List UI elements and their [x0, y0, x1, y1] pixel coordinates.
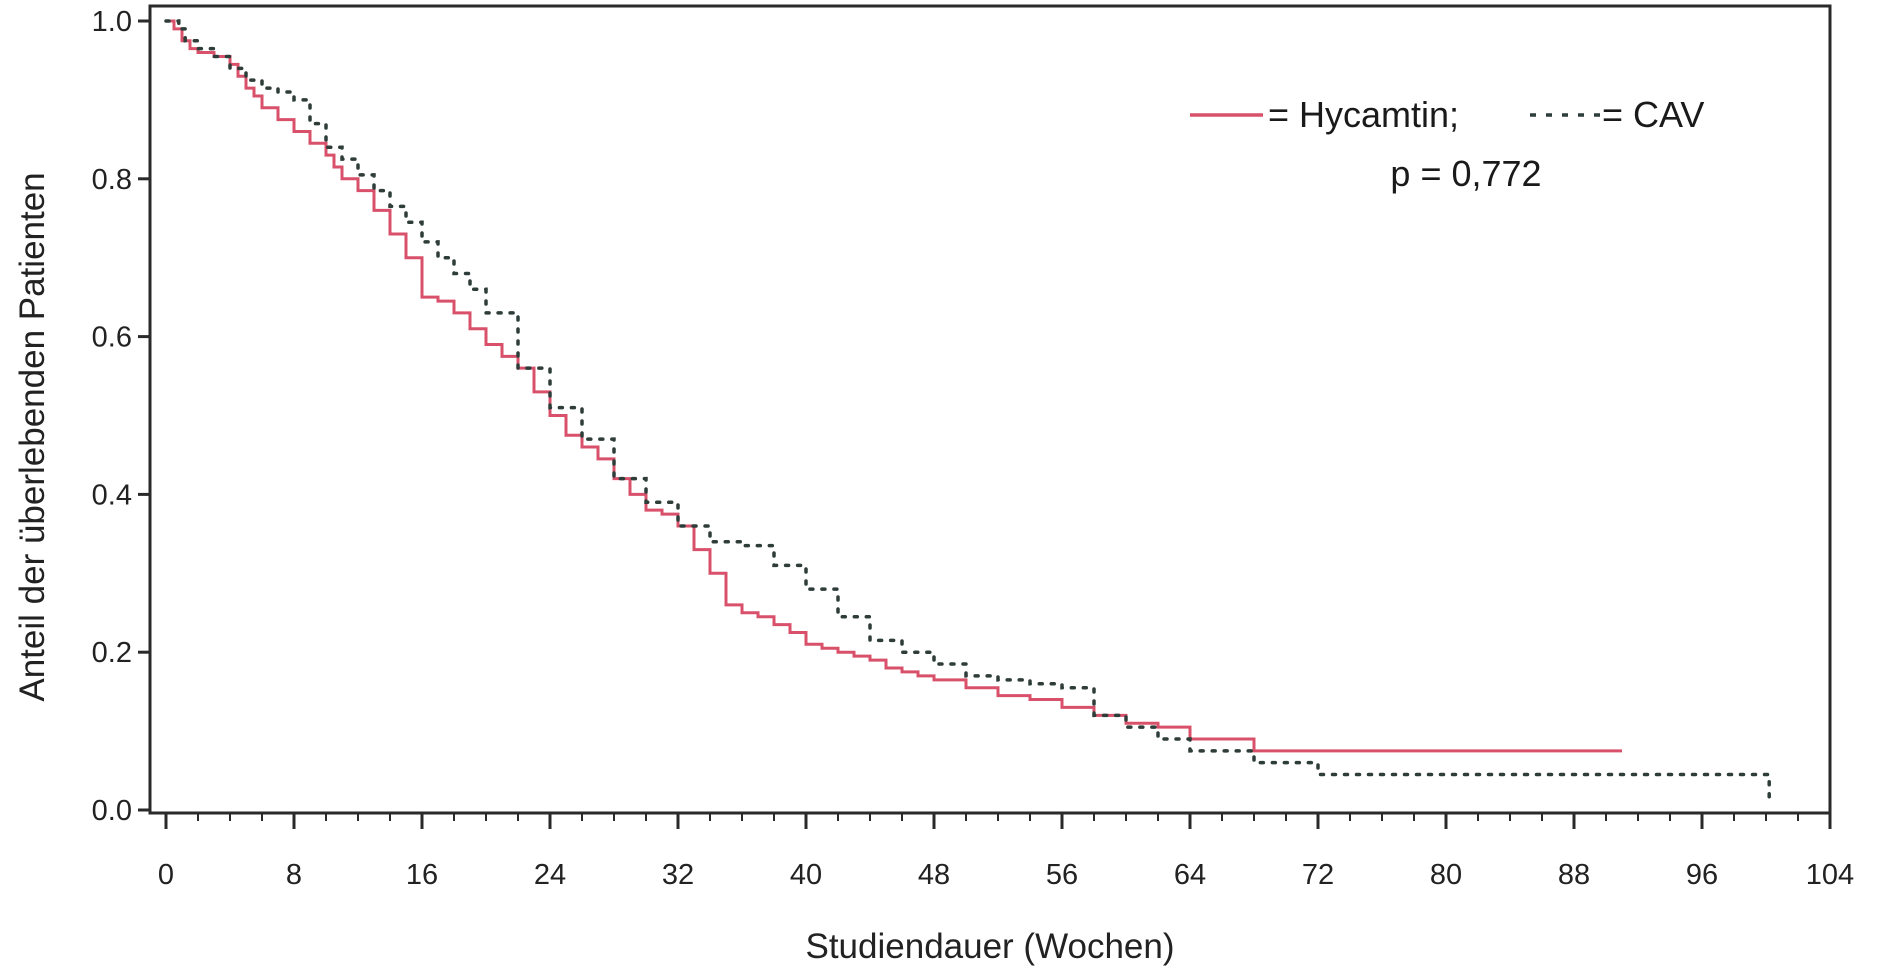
legend-hycamtin-label: = Hycamtin; [1268, 94, 1459, 135]
x-tick-label: 24 [534, 859, 566, 891]
legend-p-value: p = 0,772 [1390, 153, 1541, 194]
x-tick-label: 16 [406, 859, 438, 891]
x-tick-label: 104 [1806, 859, 1854, 891]
y-axis-title: Anteil der überlebenden Patienten [13, 172, 52, 701]
plot-frame [148, 4, 1832, 815]
y-tick-label: 0.4 [92, 479, 132, 511]
y-tick-label: 1.0 [92, 6, 132, 38]
y-tick-label: 0.2 [92, 637, 132, 669]
y-tick-label: 0.8 [92, 164, 132, 196]
axis-ticks [138, 19, 1832, 829]
y-tick-label: 0.0 [92, 795, 132, 827]
series-cav-line [164, 19, 1771, 804]
x-tick-label: 88 [1558, 859, 1590, 891]
x-axis-title: Studiendauer (Wochen) [805, 927, 1174, 966]
x-tick-label: 40 [790, 859, 822, 891]
legend-cav-label: = CAV [1602, 94, 1704, 135]
series-layer [164, 19, 1771, 804]
x-tick-label: 96 [1686, 859, 1718, 891]
x-tick-label: 32 [662, 859, 694, 891]
x-tick-label: 48 [918, 859, 950, 891]
tick-labels: 0 8 16 24 32 40 48 56 64 72 80 88 96 104 0.0 0.2 0.4 0.6 0… [92, 6, 1855, 891]
x-tick-label: 0 [158, 859, 174, 891]
legend: = Hycamtin; = CAV p = 0,772 [1190, 94, 1704, 194]
x-tick-label: 8 [286, 859, 302, 891]
x-tick-label: 80 [1430, 859, 1462, 891]
series-hycamtin-line [166, 19, 1622, 753]
x-tick-label: 56 [1046, 859, 1078, 891]
y-tick-label: 0.6 [92, 322, 132, 354]
x-tick-label: 72 [1302, 859, 1334, 891]
x-tick-label: 64 [1174, 859, 1206, 891]
